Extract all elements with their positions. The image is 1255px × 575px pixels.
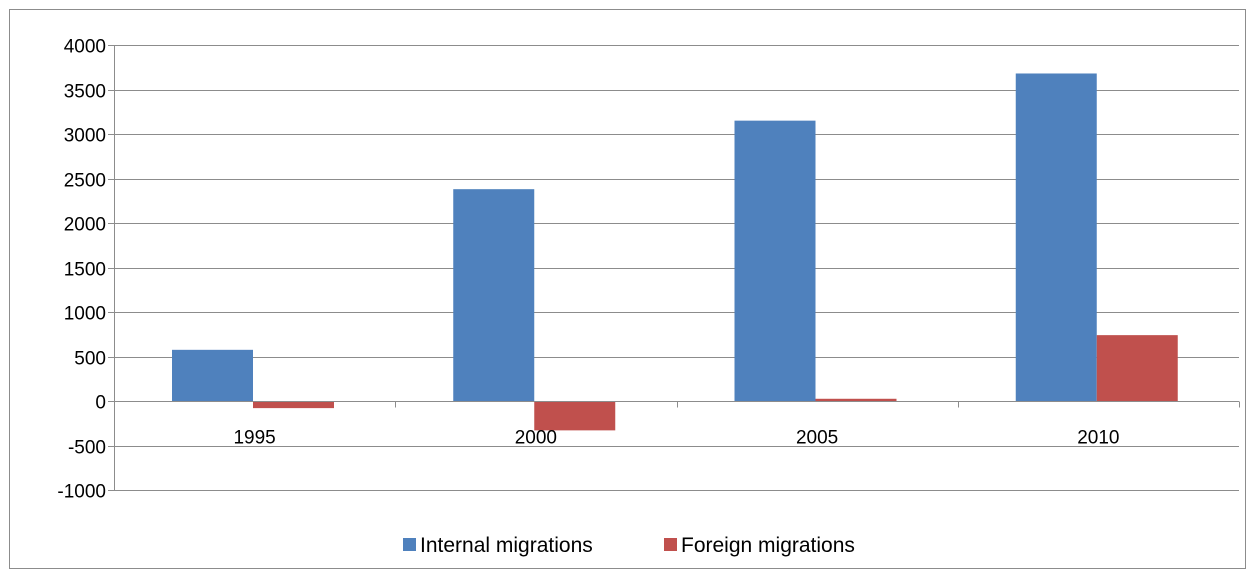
y-tick-label: 3000 xyxy=(64,126,106,147)
bars xyxy=(172,73,1178,431)
y-tick-label: 2500 xyxy=(64,171,106,192)
legend-label-internal-migrations: Internal migrations xyxy=(420,534,593,557)
y-tick-label: 500 xyxy=(74,349,106,370)
bar-internal-migrations-1995 xyxy=(172,349,253,401)
y-tick-label: 1000 xyxy=(64,304,106,325)
bar-foreign-migrations-2005 xyxy=(815,398,897,401)
bar-internal-migrations-2005 xyxy=(734,120,816,402)
y-axis: -1000 -500 0 500 1000 1500 2000 2500 3000 3500 400… xyxy=(57,37,115,503)
bar-foreign-migrations-2010 xyxy=(1096,335,1178,401)
legend-label-foreign-migrations: Foreign migrations xyxy=(681,534,855,557)
x-tick-label-2000: 2000 xyxy=(515,428,557,449)
x-tick-label-2010: 2010 xyxy=(1077,428,1119,449)
y-tick-label: 3500 xyxy=(64,82,106,103)
x-axis: 1995 2000 2005 2010 xyxy=(114,401,1240,449)
legend-swatch-foreign-migrations xyxy=(664,538,677,551)
bar-internal-migrations-2010 xyxy=(1015,73,1097,401)
x-tick-label-2005: 2005 xyxy=(796,428,838,449)
y-tick-label: -500 xyxy=(68,438,106,459)
legend: Internal migrations Foreign migrations xyxy=(403,534,855,557)
y-tick-label: 2000 xyxy=(64,215,106,236)
x-tick-label-1995: 1995 xyxy=(233,428,275,449)
legend-swatch-internal-migrations xyxy=(403,538,416,551)
bar-foreign-migrations-2000 xyxy=(534,401,616,431)
y-tick-label: 0 xyxy=(95,393,106,414)
y-tick-label: 1500 xyxy=(64,260,106,281)
bar-foreign-migrations-1995 xyxy=(253,401,334,409)
y-tick-label: -1000 xyxy=(57,482,106,503)
y-tick-label: 4000 xyxy=(64,37,106,58)
bar-internal-migrations-2000 xyxy=(453,189,535,401)
